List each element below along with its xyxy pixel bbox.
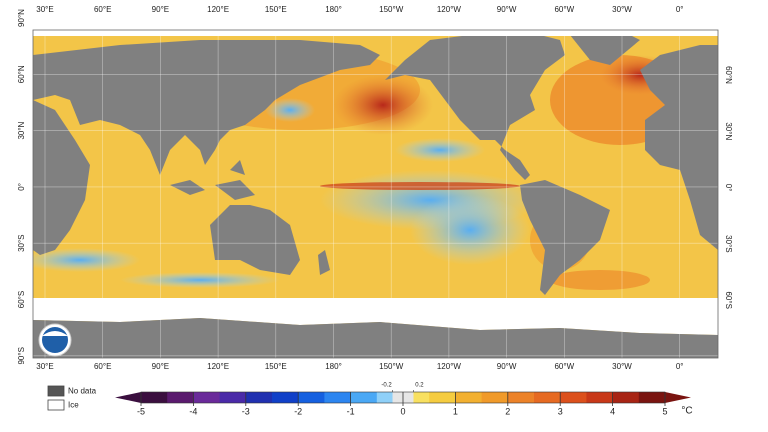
colorbar-unit: °C (681, 406, 692, 417)
lat-label-left: 30°N (17, 121, 26, 139)
colorbar-band (455, 392, 483, 403)
colorbar-band (272, 392, 299, 403)
colorbar-band (507, 392, 535, 403)
colorbar-arrow-high (665, 392, 691, 403)
lat-label-left: 90°N (17, 9, 26, 27)
lon-label-top: 90°W (497, 5, 517, 14)
colorbar-tick-label: -5 (137, 406, 145, 416)
land (33, 30, 718, 358)
map-labels: 30°E 30°E 60°E 60°E 90°E 90°E 120°E 120°E 150°E 1… (17, 5, 733, 371)
lon-label-top: 120°E (207, 5, 229, 14)
lon-label-bottom: 60°E (94, 362, 111, 371)
lon-label-bottom: 0° (676, 362, 684, 371)
colorbar-tick-label: 5 (662, 406, 667, 416)
colorbar-band (324, 392, 352, 403)
lon-label-top: 150°E (265, 5, 287, 14)
colorbar-band (638, 392, 666, 403)
colorbar-band (586, 392, 614, 403)
legend-label: No data (68, 387, 97, 396)
colorbar-tick-label: -3 (242, 406, 250, 416)
colorbar: -5 -4 -3 -2 -1 0 1 2 3 4 5 -0.2 0.2 °C (115, 383, 693, 417)
lon-label-bottom: 30°W (612, 362, 632, 371)
colorbar-tick-label: 2 (505, 406, 510, 416)
lon-label-top: 30°W (612, 5, 632, 14)
legend-swatch (47, 399, 65, 411)
lon-label-bottom: 150°W (379, 362, 404, 371)
lon-label-top: 150°W (379, 5, 404, 14)
colorbar-band (350, 392, 378, 403)
colorbar-band (534, 392, 561, 403)
graticule (33, 30, 718, 358)
map (33, 30, 718, 358)
colorbar-tick-label: 1 (453, 406, 458, 416)
colorbar-tick-label: -2 (294, 406, 302, 416)
colorbar-band (403, 392, 430, 403)
colorbar-tick-label: 4 (610, 406, 615, 416)
legend-label: Ice (68, 401, 79, 410)
lon-label-top: 0° (676, 5, 684, 14)
colorbar-band (298, 392, 325, 403)
lon-label-bottom: 90°E (152, 362, 169, 371)
lon-label-bottom: 60°W (554, 362, 574, 371)
lat-label-left: 60°S (17, 291, 26, 308)
noaa-logo (38, 323, 72, 357)
lat-label-left: 0° (17, 183, 26, 191)
lon-label-top: 60°E (94, 5, 111, 14)
lon-label-top: 180° (325, 5, 342, 14)
colorbar-tick-label: -4 (189, 406, 197, 416)
lat-label-right: 60°S (724, 291, 733, 308)
lon-label-top: 60°W (554, 5, 574, 14)
lat-label-left: 90°S (17, 347, 26, 364)
lon-label-bottom: 30°E (36, 362, 53, 371)
lon-label-top: 90°E (152, 5, 169, 14)
colorbar-tick-label: -1 (347, 406, 355, 416)
colorbar-band (376, 392, 404, 403)
colorbar-arrow-low (115, 392, 141, 403)
lat-label-left: 60°N (17, 65, 26, 83)
colorbar-band (219, 392, 247, 403)
lat-label-right: 30°N (724, 122, 733, 140)
legend-swatch (47, 385, 65, 397)
lon-label-bottom: 120°W (437, 362, 462, 371)
colorbar-band (612, 392, 640, 403)
lat-label-left: 30°S (17, 234, 26, 251)
map-frame (32, 29, 719, 359)
colorbar-band (429, 392, 456, 403)
lat-label-right: 0° (724, 184, 733, 192)
lon-label-bottom: 180° (325, 362, 342, 371)
colorbar-tick-label: 0 (400, 406, 405, 416)
colorbar-band (141, 392, 168, 403)
lon-label-bottom: 120°E (207, 362, 229, 371)
colorbar-neutral-label: -0.2 (381, 383, 392, 389)
lat-label-right: 30°S (724, 235, 733, 252)
lon-label-bottom: 150°E (265, 362, 287, 371)
colorbar-tick-label: 3 (558, 406, 563, 416)
colorbar-band (560, 392, 587, 403)
colorbar-band (193, 392, 221, 403)
lon-label-top: 30°E (36, 5, 53, 14)
colorbar-neutral-label: 0.2 (415, 383, 424, 389)
colorbar-band (481, 392, 509, 403)
lat-label-right: 60°N (724, 66, 733, 84)
colorbar-band (245, 392, 273, 403)
colorbar-band (167, 392, 194, 403)
legend: No data Ice (47, 385, 97, 411)
lon-label-top: 120°W (437, 5, 462, 14)
lon-label-bottom: 90°W (497, 362, 517, 371)
